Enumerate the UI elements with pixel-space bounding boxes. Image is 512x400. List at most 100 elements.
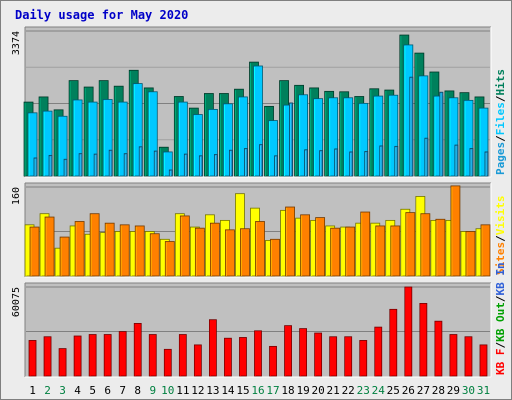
bar-sites	[179, 215, 190, 277]
day-label: 17	[266, 384, 279, 397]
bar-kb-f	[28, 340, 37, 377]
bar-files	[388, 94, 399, 177]
day-label: 13	[206, 384, 219, 397]
day-label: 1	[29, 384, 36, 397]
bar-kb-f	[449, 334, 458, 377]
bar-files	[87, 101, 98, 177]
bar-kb-f	[254, 330, 262, 377]
bar-files	[463, 99, 474, 177]
day-label: 19	[296, 384, 309, 397]
bar-kb-f	[163, 348, 172, 377]
bar-kb-f	[389, 308, 398, 377]
bar-sites	[225, 229, 235, 277]
day-label: 31	[477, 384, 490, 397]
bar-sites	[345, 226, 356, 277]
day-label: 3	[59, 384, 66, 397]
bar-files	[192, 114, 203, 177]
bar-files	[207, 108, 218, 177]
day-label: 11	[176, 384, 189, 397]
bar-sites	[450, 185, 461, 277]
bar-kb-f	[269, 345, 277, 377]
legend-separator: /	[494, 295, 507, 302]
bar-files	[373, 95, 384, 177]
panel-2: 160	[11, 182, 492, 278]
bar-sites	[209, 222, 220, 277]
bar-sites	[435, 218, 446, 277]
legend-separator: /	[494, 95, 507, 102]
bar-sites	[390, 225, 401, 277]
chart-title: Daily usage for May 2020	[15, 8, 188, 22]
bar-sites	[29, 226, 40, 277]
legend-item: KB In	[494, 262, 507, 295]
bar-kb-f	[43, 336, 52, 377]
day-label: 30	[462, 384, 475, 397]
bar-files	[298, 94, 309, 177]
panel-3: 60075	[11, 282, 492, 378]
legend-item: KB Out	[494, 302, 507, 342]
bar-sites	[164, 241, 175, 277]
bar-kb-f	[118, 331, 127, 377]
bar-kb-f	[419, 303, 428, 377]
day-label: 2	[44, 384, 51, 397]
bar-files	[343, 97, 354, 177]
bar-sites	[300, 214, 311, 277]
bar-files	[177, 101, 188, 177]
bar-files	[162, 151, 173, 177]
bar-sites	[270, 238, 280, 277]
day-label: 20	[312, 384, 325, 397]
bar-sites	[255, 221, 265, 277]
bar-files	[328, 97, 339, 177]
legend-item: Visits	[494, 196, 507, 236]
bar-kb-f	[299, 328, 308, 377]
bar-kb-f	[344, 336, 353, 377]
bar-files	[223, 103, 233, 177]
bar-kb-f	[359, 340, 368, 377]
bar-sites	[375, 225, 386, 277]
bar-sites	[149, 233, 160, 277]
day-label: 25	[387, 384, 400, 397]
bar-kb-f	[103, 334, 112, 377]
day-label: 6	[104, 384, 111, 397]
legend-item: Hits	[494, 69, 507, 96]
bar-sites	[405, 212, 416, 277]
bar-files	[132, 83, 143, 177]
day-label: 21	[327, 384, 340, 397]
bar-sites	[480, 224, 491, 277]
bar-sites	[89, 213, 100, 277]
day-label: 29	[447, 384, 460, 397]
day-label: 15	[236, 384, 249, 397]
bar-files	[478, 107, 489, 177]
bar-files	[253, 65, 263, 177]
legend-item: Sites	[494, 242, 507, 275]
bar-sites	[240, 228, 250, 277]
bar-files	[358, 102, 369, 177]
y-max-label: 3374	[11, 31, 22, 55]
bar-sites	[285, 206, 295, 277]
day-label: 23	[357, 384, 370, 397]
bar-kb-f	[434, 320, 443, 377]
day-label: 27	[417, 384, 430, 397]
legend-item: KB F	[494, 349, 507, 376]
bar-sites	[134, 225, 145, 277]
y-max-label: 60075	[11, 287, 22, 317]
day-label: 9	[149, 384, 156, 397]
bar-kb-f	[284, 325, 292, 377]
legend-separator: /	[494, 342, 507, 349]
panel-1: 3374	[11, 26, 492, 178]
legend-top: Pages/Files/Hits	[494, 69, 507, 175]
day-label: 16	[251, 384, 264, 397]
bar-files	[102, 99, 113, 177]
bar-kb-f	[208, 319, 217, 377]
bar-kb-f	[178, 334, 187, 377]
bar-sites	[420, 213, 431, 277]
legend-item: Pages	[494, 142, 507, 175]
bar-files	[268, 120, 278, 177]
day-label: 28	[432, 384, 445, 397]
legend-bottom: KB F/KB Out/KB In	[494, 262, 507, 375]
day-label: 26	[402, 384, 415, 397]
bar-kb-f	[464, 336, 473, 377]
bar-kb-f	[314, 332, 323, 377]
bar-kb-f	[479, 344, 488, 377]
day-label: 12	[191, 384, 204, 397]
